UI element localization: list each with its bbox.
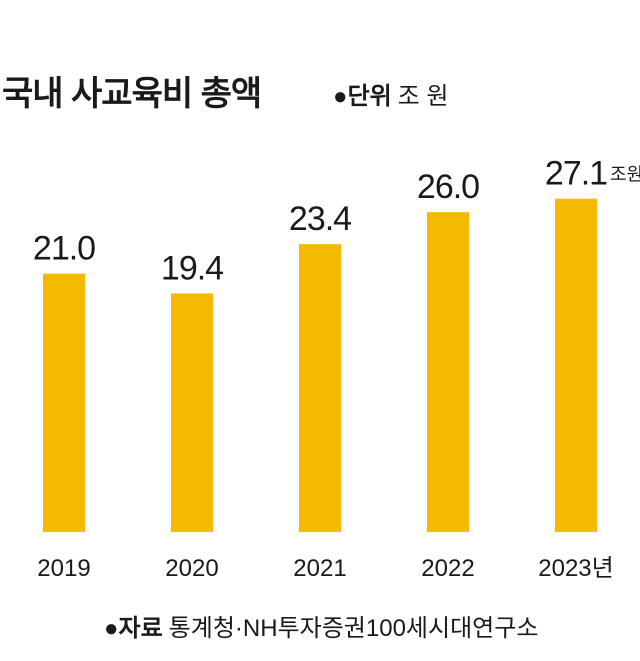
x-tick-label: 2020: [165, 555, 218, 582]
value-label: 26.0: [417, 168, 479, 206]
value-label: 23.4: [289, 200, 351, 238]
value-label: 21.0: [33, 230, 95, 268]
value-label: 27.1: [545, 155, 607, 193]
chart-title: 국내 사교육비 총액: [2, 75, 262, 113]
bar-2023년: [555, 198, 597, 533]
value-unit-label: 조원: [610, 165, 640, 185]
unit-note: ●단위 조 원: [333, 76, 449, 111]
source-value: 통계청·NH투자증권100세시대연구소: [168, 615, 539, 642]
bar-2020: [171, 293, 213, 532]
unit-value: 조 원: [397, 83, 449, 110]
source-note: ●자료 통계청·NH투자증권100세시대연구소: [104, 608, 538, 643]
bullet-icon: ●: [333, 83, 348, 110]
bar-2021: [299, 244, 341, 532]
x-tick-label: 2019: [37, 555, 90, 582]
unit-label: 단위: [347, 83, 392, 110]
bar-chart: 21.0 2019 19.4 2020 23.4 2021 26.0 2022 27.1 조원 20…: [33, 155, 640, 582]
x-tick-label: 2021: [293, 555, 346, 582]
bar-2022: [427, 212, 469, 532]
bullet-icon: ●: [104, 615, 119, 642]
x-tick-label: 2023년: [538, 555, 613, 582]
bar-2019: [43, 273, 85, 532]
value-label: 19.4: [161, 249, 223, 287]
source-label: 자료: [118, 615, 163, 642]
x-tick-label: 2022: [421, 555, 474, 582]
